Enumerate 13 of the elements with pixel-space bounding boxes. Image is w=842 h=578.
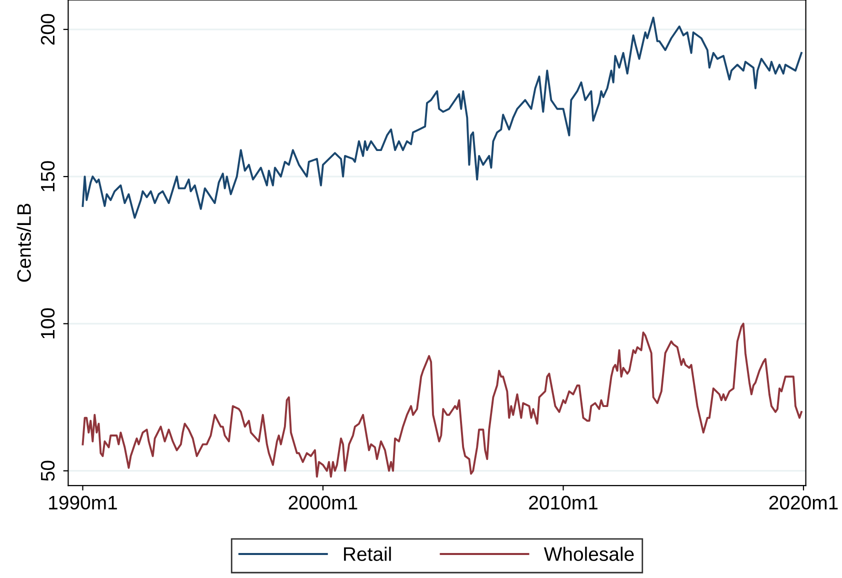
x-tick-label: 2020m1	[769, 496, 838, 510]
y-tick-label: 200	[40, 14, 55, 45]
line-series	[82, 16, 802, 219]
legend-label: Retail	[344, 546, 391, 561]
x-tick-label: 2010m1	[529, 496, 598, 510]
x-tick-label: 2000m1	[288, 496, 358, 510]
y-axis-title: Cents/LB	[16, 204, 31, 282]
y-tick-label: 150	[40, 161, 55, 192]
line-series	[82, 322, 802, 478]
y-tick-label: 100	[40, 308, 55, 338]
legend-label: Wholesale	[544, 546, 634, 561]
x-tick-label: 1990m1	[49, 496, 117, 510]
y-tick-label: 50	[40, 460, 55, 481]
